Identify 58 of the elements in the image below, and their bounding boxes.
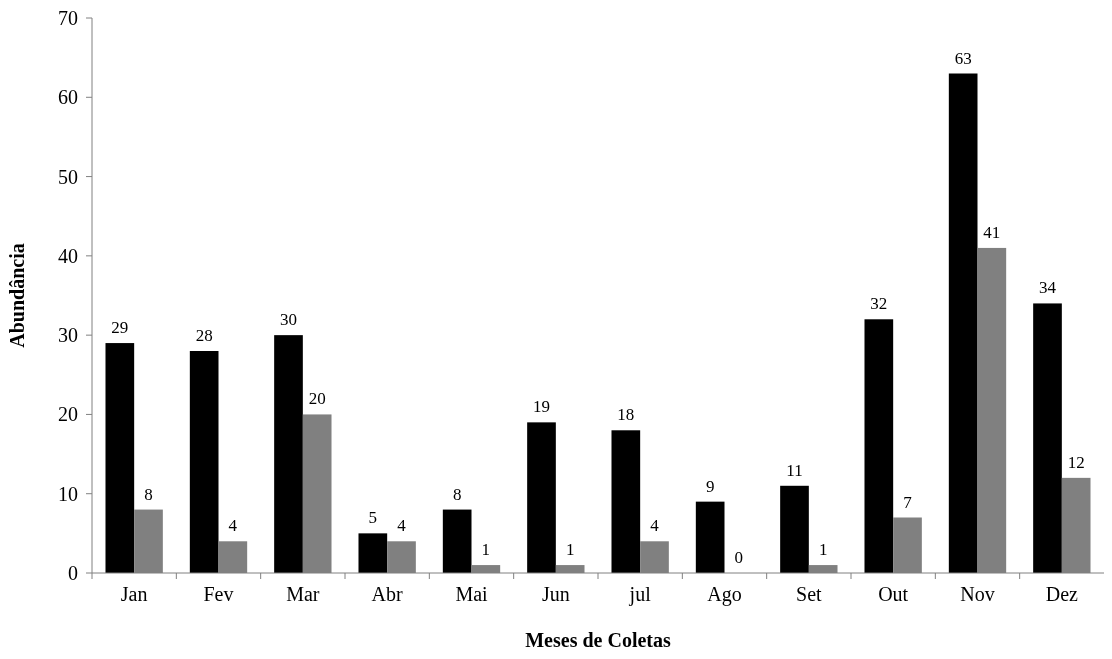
data-label: 9: [705, 476, 715, 496]
bar: [274, 335, 303, 573]
bar: [1033, 303, 1062, 573]
data-label: 41: [983, 222, 1001, 242]
x-tick-label: Ago: [707, 583, 742, 606]
data-label: 0: [734, 548, 744, 567]
x-tick-label: Dez: [1045, 583, 1079, 605]
y-tick-label: 20: [58, 403, 78, 426]
bar: [780, 485, 809, 573]
bar: [864, 319, 894, 573]
data-label: 1: [565, 540, 575, 560]
y-tick-label: 30: [58, 324, 78, 347]
x-tick-label: Jun: [541, 583, 570, 605]
y-tick-label: 10: [58, 482, 78, 505]
x-axis-title: Meses de Coletas: [525, 629, 671, 651]
data-label: 8: [144, 484, 153, 504]
x-tick-label: Set: [796, 583, 823, 605]
data-label: 1: [481, 540, 491, 560]
y-axis-title: Abundância: [6, 243, 28, 348]
bar: [611, 430, 641, 573]
data-label: 7: [903, 492, 913, 512]
data-label: 8: [452, 484, 462, 504]
y-tick-label: 40: [58, 244, 78, 267]
x-tick-label: Fev: [203, 583, 234, 605]
data-label: 32: [870, 294, 888, 314]
y-tick-label: 0: [68, 562, 78, 584]
data-label: 4: [397, 516, 407, 536]
x-tick-label: Out: [878, 583, 909, 605]
data-label: 18: [617, 405, 635, 425]
data-label: 4: [650, 516, 660, 536]
y-tick-label: 60: [58, 86, 78, 109]
bar: [527, 422, 556, 573]
x-tick-label: Nov: [960, 583, 995, 605]
bar: [695, 501, 725, 573]
bar: [189, 351, 219, 573]
data-label: 29: [111, 318, 129, 338]
x-tick-label: Abr: [371, 583, 404, 605]
bar: [105, 343, 135, 573]
data-label: 12: [1067, 452, 1085, 472]
data-label: 5: [368, 508, 378, 528]
y-tick-label: 50: [58, 165, 78, 188]
data-label: 30: [280, 310, 297, 330]
data-label: 19: [533, 397, 550, 417]
data-label: 4: [228, 516, 238, 536]
data-label: 28: [195, 326, 213, 345]
data-label: 1: [818, 540, 828, 560]
data-label: 20: [308, 389, 326, 409]
x-tick-label: jul: [628, 583, 652, 606]
x-tick-label: Mar: [286, 583, 320, 605]
data-label: 63: [954, 48, 972, 68]
x-tick-label: Jan: [120, 583, 148, 605]
bar: [442, 509, 472, 573]
x-tick-label: Mai: [455, 583, 489, 605]
bar: [358, 533, 388, 573]
bar: [948, 73, 978, 573]
y-tick-label: 70: [58, 7, 78, 29]
data-label: 11: [786, 460, 803, 480]
data-label: 34: [1039, 278, 1057, 298]
